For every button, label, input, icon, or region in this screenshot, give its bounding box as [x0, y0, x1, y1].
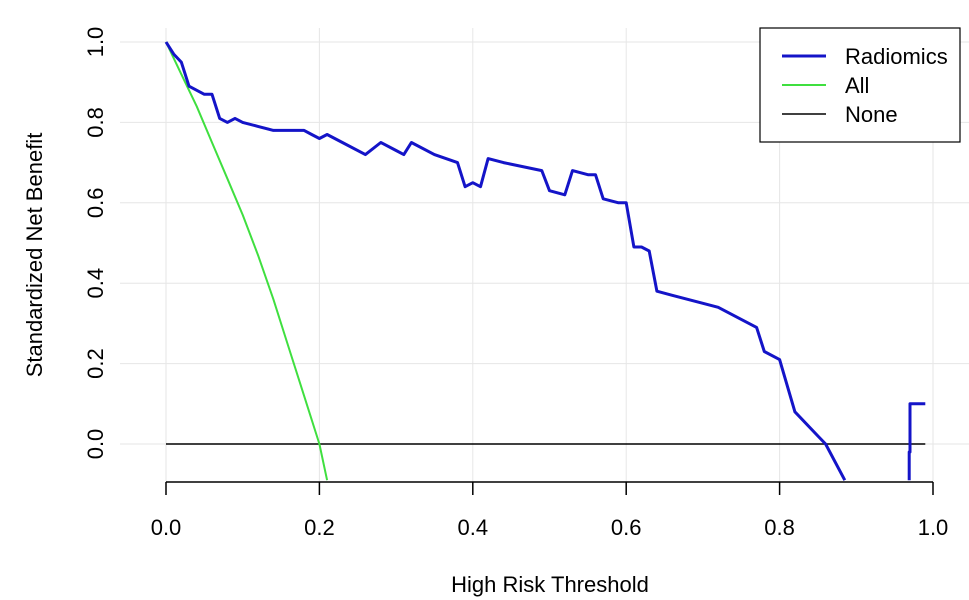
x-tick-label: 0.8 — [764, 515, 795, 540]
y-tick-label: 0.0 — [83, 429, 108, 460]
x-tick-label: 0.6 — [611, 515, 642, 540]
x-tick-label: 0.2 — [304, 515, 335, 540]
x-axis-title: High Risk Threshold — [451, 572, 649, 597]
y-axis-title: Standardized Net Benefit — [22, 133, 47, 378]
series-line-radiomics — [907, 402, 926, 481]
series-line-all — [165, 41, 329, 481]
y-tick-label: 1.0 — [83, 27, 108, 58]
x-tick-label: 0.4 — [458, 515, 489, 540]
x-tick-label: 0.0 — [151, 515, 182, 540]
legend-label-all: All — [845, 73, 869, 98]
legend: Radiomics All None — [759, 27, 961, 143]
y-tick-label: 0.2 — [83, 348, 108, 379]
y-tick-label: 0.4 — [83, 268, 108, 299]
legend-label-none: None — [845, 102, 898, 127]
x-tick-label: 1.0 — [918, 515, 949, 540]
y-tick-label: 0.8 — [83, 107, 108, 138]
y-tick-label: 0.6 — [83, 188, 108, 219]
legend-label-radiomics: Radiomics — [845, 44, 948, 69]
series-line-radiomics — [164, 41, 847, 481]
axes: 0.0 0.2 0.4 0.6 0.8 1.0 0.0 0.2 0.4 0.6 0.8 1.0 — [83, 27, 948, 540]
series-lines — [164, 41, 926, 481]
